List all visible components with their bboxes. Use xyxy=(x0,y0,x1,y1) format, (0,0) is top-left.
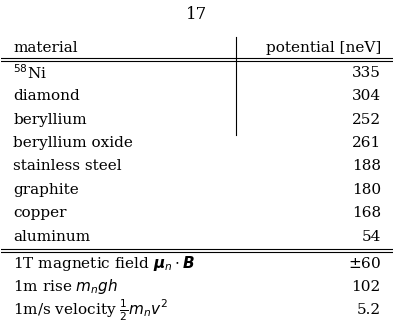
Text: stainless steel: stainless steel xyxy=(13,159,122,174)
Text: 1m/s velocity $\frac{1}{2}m_n v^2$: 1m/s velocity $\frac{1}{2}m_n v^2$ xyxy=(13,297,168,323)
Text: 261: 261 xyxy=(351,136,381,150)
Text: 102: 102 xyxy=(351,280,381,294)
Text: 168: 168 xyxy=(352,206,381,220)
Text: 54: 54 xyxy=(362,230,381,244)
Text: 335: 335 xyxy=(352,66,381,80)
Text: 1T magnetic field $\boldsymbol{\mu}_n \cdot \boldsymbol{B}$: 1T magnetic field $\boldsymbol{\mu}_n \c… xyxy=(13,254,195,273)
Text: 17: 17 xyxy=(186,6,208,23)
Text: 5.2: 5.2 xyxy=(357,303,381,317)
Text: beryllium oxide: beryllium oxide xyxy=(13,136,133,150)
Text: diamond: diamond xyxy=(13,89,80,103)
Text: graphite: graphite xyxy=(13,183,79,197)
Text: aluminum: aluminum xyxy=(13,230,90,244)
Text: $\pm$60: $\pm$60 xyxy=(348,256,381,271)
Text: 180: 180 xyxy=(352,183,381,197)
Text: 252: 252 xyxy=(352,113,381,127)
Text: 304: 304 xyxy=(352,89,381,103)
Text: 1m rise $m_n g h$: 1m rise $m_n g h$ xyxy=(13,277,118,297)
Text: beryllium: beryllium xyxy=(13,113,87,127)
Text: 188: 188 xyxy=(352,159,381,174)
Text: copper: copper xyxy=(13,206,67,220)
Text: potential [neV]: potential [neV] xyxy=(266,41,381,55)
Text: $^{58}$Ni: $^{58}$Ni xyxy=(13,64,47,82)
Text: material: material xyxy=(13,41,78,55)
